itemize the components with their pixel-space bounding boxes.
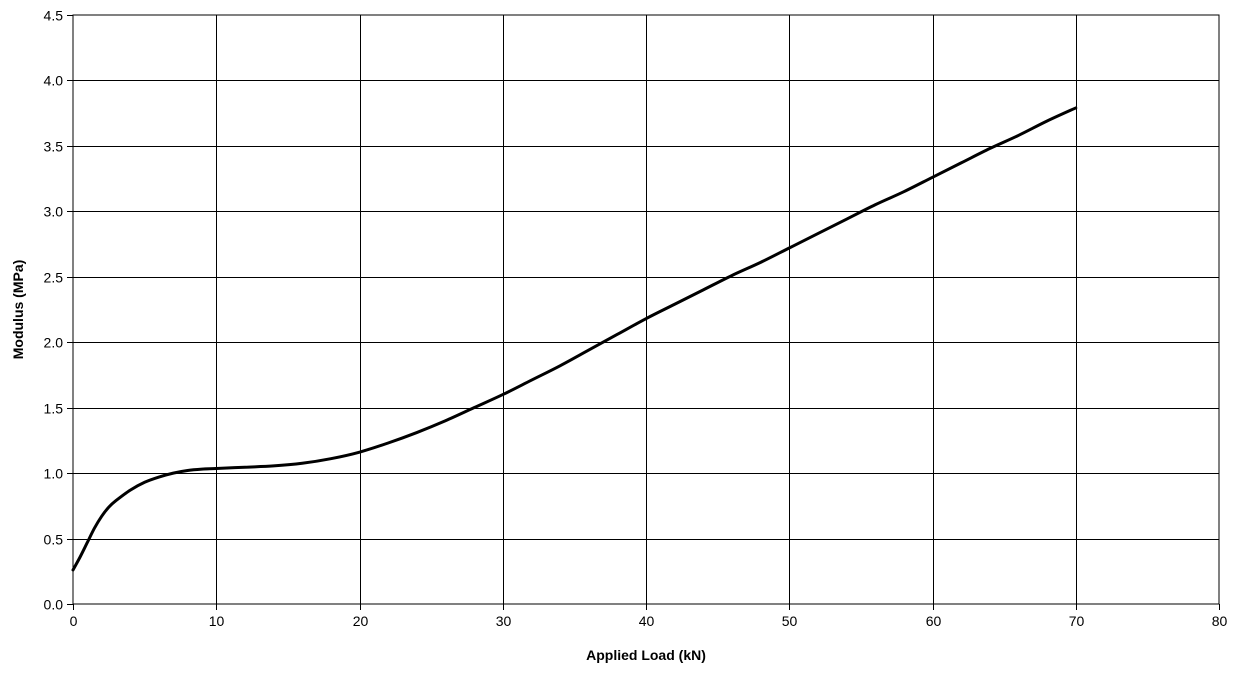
axis-ticks bbox=[67, 15, 1220, 610]
x-axis-tick-labels: 0 10 20 30 40 50 60 70 80 bbox=[70, 613, 1228, 629]
y-tick-label: 4.5 bbox=[44, 8, 64, 24]
data-series bbox=[71, 106, 1078, 572]
modulus-series-line bbox=[71, 106, 1078, 572]
x-tick-label: 40 bbox=[639, 613, 655, 629]
y-axis-tick-labels: 0.0 0.5 1.0 1.5 2.0 2.5 3.0 3.5 4.0 4.5 bbox=[44, 8, 64, 613]
x-tick-label: 10 bbox=[209, 613, 225, 629]
x-tick-label: 20 bbox=[353, 613, 369, 629]
x-axis-title: Applied Load (kN) bbox=[586, 647, 706, 663]
x-tick-label: 30 bbox=[496, 613, 512, 629]
y-tick-label: 2.0 bbox=[44, 335, 64, 351]
grid-lines bbox=[73, 15, 1219, 604]
x-tick-label: 50 bbox=[782, 613, 798, 629]
y-tick-label: 0.5 bbox=[44, 532, 64, 548]
y-tick-label: 1.0 bbox=[44, 466, 64, 482]
y-tick-label: 2.5 bbox=[44, 270, 64, 286]
y-tick-label: 3.5 bbox=[44, 139, 64, 155]
y-tick-label: 0.0 bbox=[44, 597, 64, 613]
x-tick-label: 70 bbox=[1069, 613, 1085, 629]
y-tick-label: 1.5 bbox=[44, 401, 64, 417]
y-tick-label: 3.0 bbox=[44, 204, 64, 220]
y-tick-label: 4.0 bbox=[44, 73, 64, 89]
x-tick-label: 60 bbox=[926, 613, 942, 629]
x-tick-label: 80 bbox=[1212, 613, 1228, 629]
x-tick-label: 0 bbox=[70, 613, 78, 629]
y-axis-title: Modulus (MPa) bbox=[10, 260, 26, 360]
